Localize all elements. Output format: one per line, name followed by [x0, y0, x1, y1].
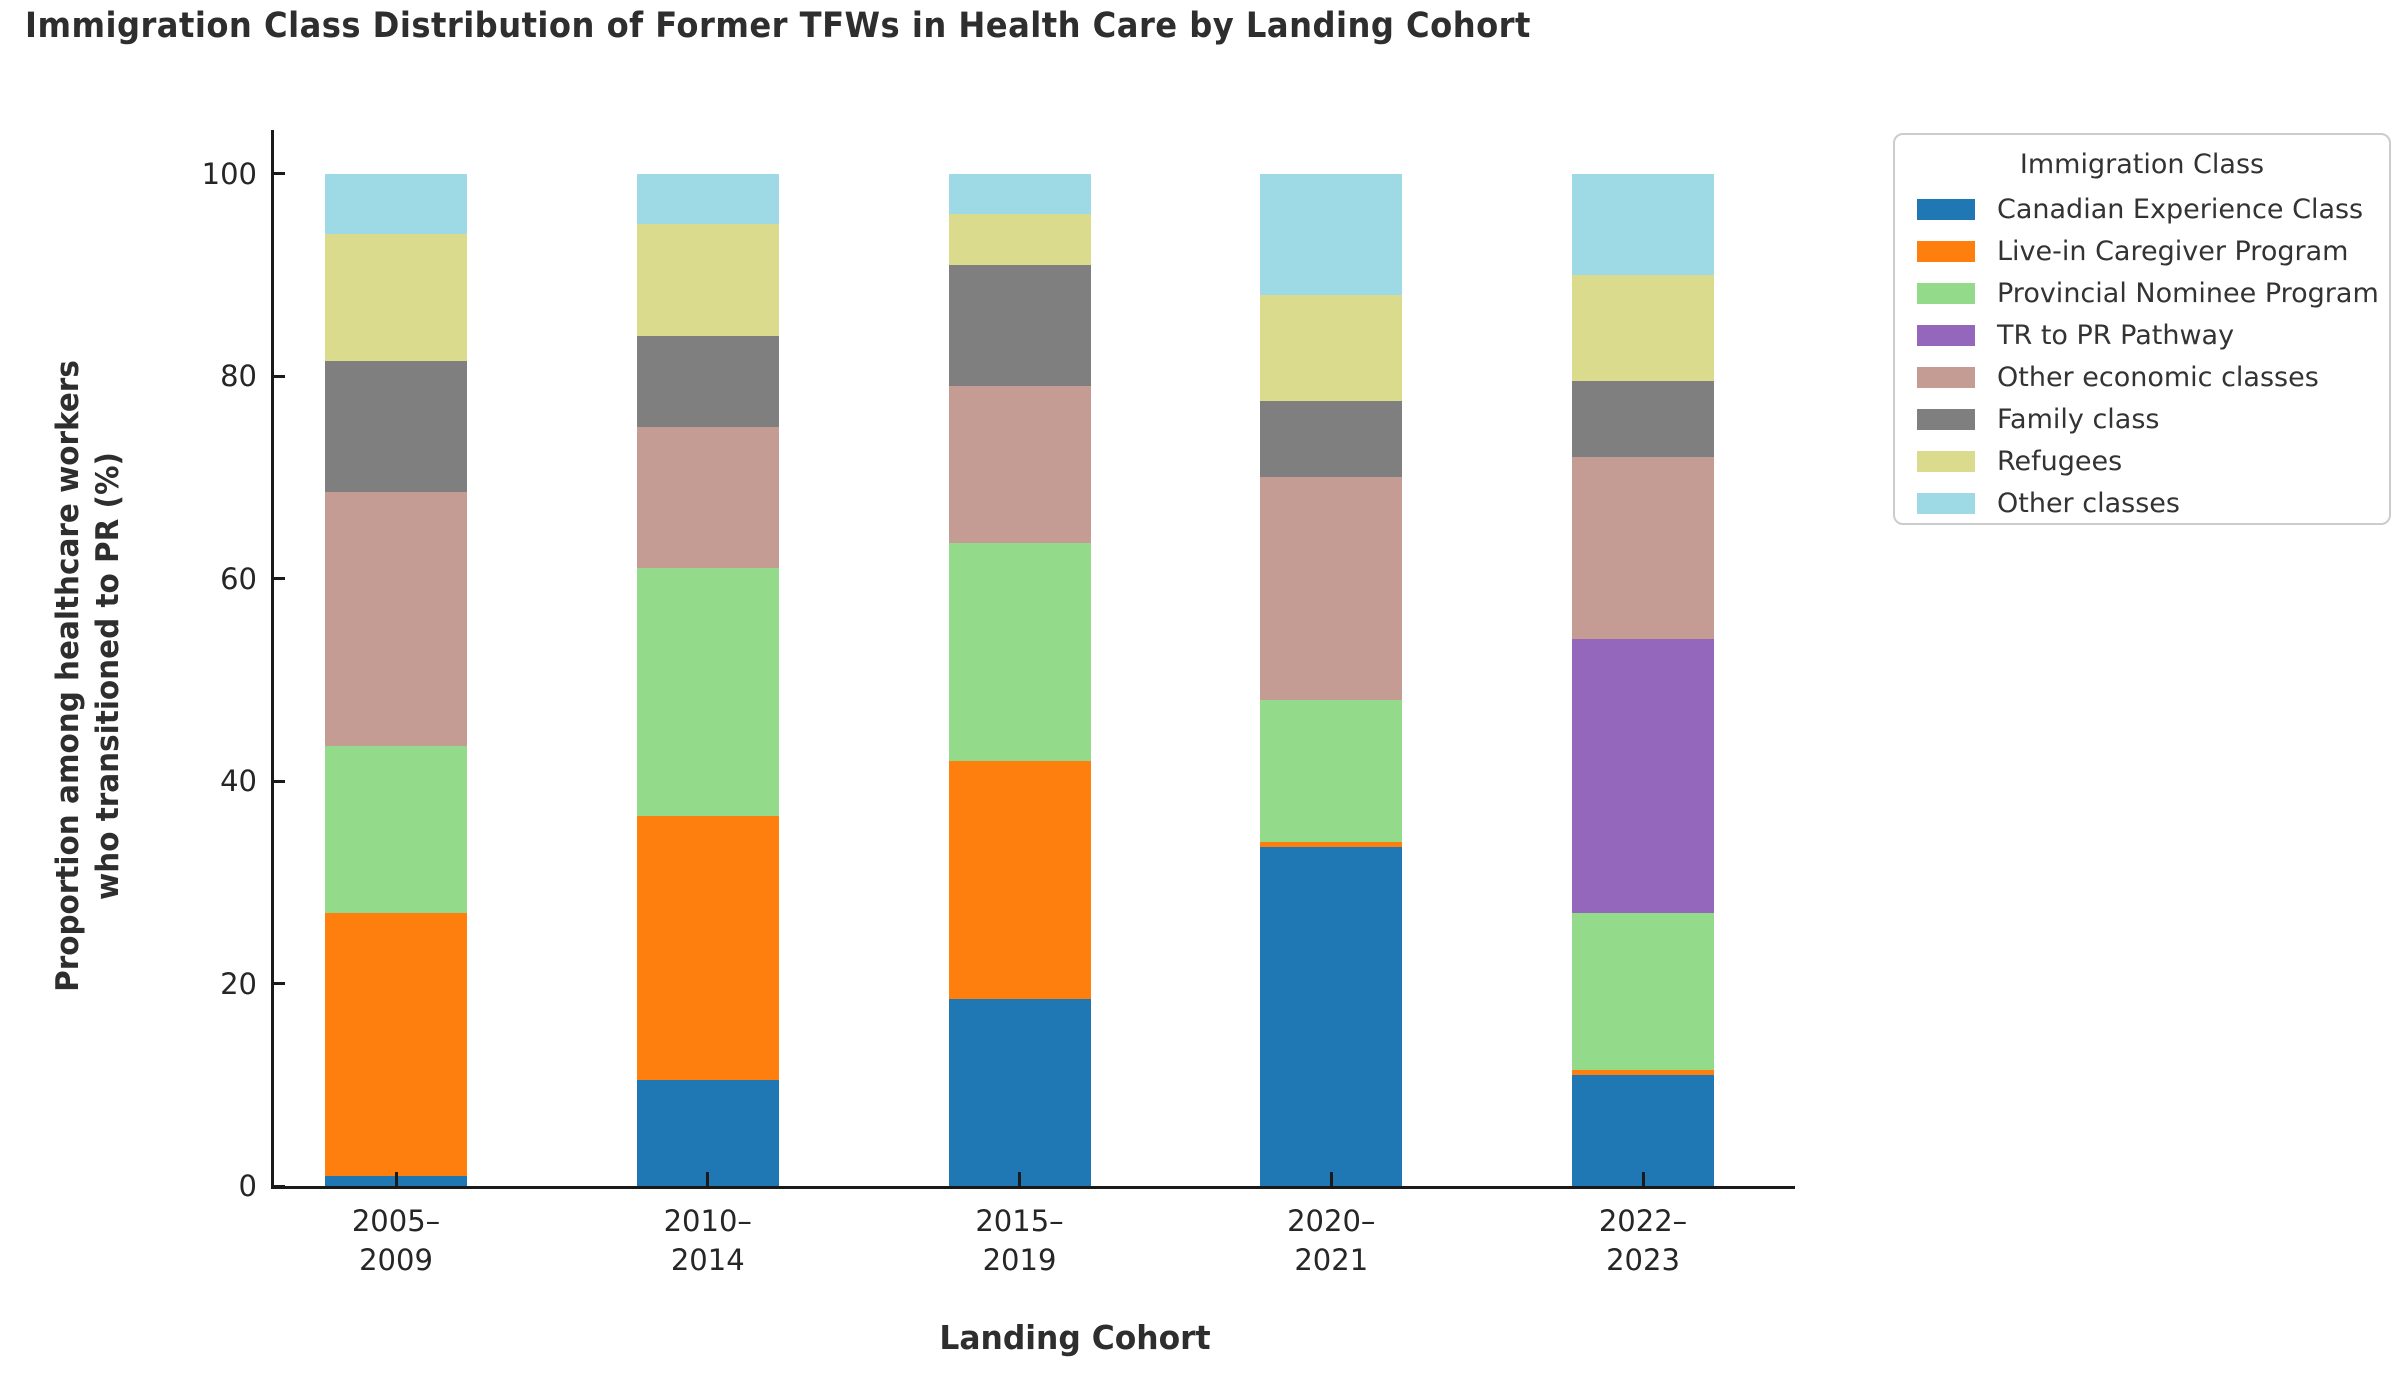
- legend-label: Refugees: [1997, 445, 2123, 477]
- y-axis-spine: [271, 130, 274, 1189]
- y-tick-label: 40: [220, 764, 257, 798]
- legend-box: Immigration Class Canadian Experience Cl…: [1893, 133, 2391, 525]
- bar-segment-canadian-experience-class: [636, 1079, 779, 1186]
- x-tick-label: 2005– 2009: [351, 1204, 441, 1277]
- legend-swatch-icon: [1917, 324, 1975, 346]
- bar-segment-canadian-experience-class: [1260, 846, 1403, 1186]
- bar-segment-refugees: [325, 234, 467, 361]
- x-tick-label: 2015– 2019: [975, 1204, 1064, 1277]
- legend-swatch-icon: [1917, 366, 1975, 388]
- legend-item: Other classes: [1895, 482, 2389, 524]
- legend-label: Live-in Caregiver Program: [1997, 235, 2349, 267]
- y-tick-label: 0: [238, 1169, 257, 1203]
- legend-label: Other classes: [1997, 487, 2180, 519]
- legend-items: Canadian Experience Class Live-in Caregiv…: [1895, 188, 2389, 524]
- legend-item: Refugees: [1895, 440, 2389, 482]
- x-tick: [394, 1172, 398, 1186]
- y-tick-label: 80: [220, 359, 257, 393]
- bar-segment-live-in-caregiver-program: [1260, 841, 1403, 847]
- chart-title: Immigration Class Distribution of Former…: [25, 6, 1531, 46]
- bar-segment-live-in-caregiver-program: [636, 816, 779, 1080]
- bar-segment-family-class: [1260, 401, 1403, 478]
- bar-segment-refugees: [1572, 274, 1714, 382]
- legend-label: Provincial Nominee Program: [1997, 277, 2379, 309]
- y-tick: [271, 982, 285, 985]
- bar-segment-family-class: [636, 335, 779, 427]
- bar-segment-refugees: [1260, 295, 1403, 402]
- legend-item: Live-in Caregiver Program: [1895, 230, 2389, 272]
- legend-label: Canadian Experience Class: [1997, 193, 2364, 225]
- bar-segment-provincial-nominee-program: [636, 568, 779, 817]
- bar-segment-other-classes: [325, 173, 467, 235]
- x-axis-spine: [271, 1186, 1795, 1189]
- bar-segment-other-economic-classes: [325, 492, 467, 746]
- bar-segment-other-classes: [1572, 173, 1714, 275]
- legend-swatch-icon: [1917, 198, 1975, 220]
- legend-swatch-icon: [1917, 408, 1975, 430]
- bar-segment-refugees: [636, 224, 779, 336]
- bar-segment-family-class: [1572, 381, 1714, 457]
- bar-segment-other-classes: [1260, 173, 1403, 295]
- y-tick-label: 20: [220, 966, 257, 1001]
- bar-segment-live-in-caregiver-program: [948, 760, 1091, 999]
- x-tick: [1641, 1172, 1645, 1186]
- bar-segment-other-classes: [948, 173, 1091, 214]
- legend-item: Family class: [1895, 398, 2389, 440]
- legend-title: Immigration Class: [2019, 149, 2265, 180]
- bar-segment-family-class: [325, 360, 467, 493]
- bar-segment-provincial-nominee-program: [1260, 700, 1403, 842]
- x-tick-label: 2010– 2014: [663, 1204, 752, 1277]
- y-axis-label: Proportion among healthcare workers who …: [48, 360, 128, 992]
- bar-segment-other-economic-classes: [1260, 477, 1403, 700]
- bar-segment-refugees: [948, 214, 1091, 265]
- legend-swatch-icon: [1917, 450, 1975, 472]
- legend-swatch-icon: [1917, 240, 1975, 262]
- legend-label: Family class: [1997, 403, 2160, 435]
- bar-segment-live-in-caregiver-program: [325, 912, 467, 1176]
- x-tick: [1018, 1172, 1021, 1186]
- bar-segment-other-classes: [636, 173, 779, 225]
- legend-swatch-icon: [1917, 492, 1975, 514]
- bar-segment-other-economic-classes: [1572, 457, 1714, 640]
- bar-segment-tr-to-pr-pathway: [1572, 639, 1714, 913]
- bar-segment-provincial-nominee-program: [325, 745, 467, 913]
- legend-item: Canadian Experience Class: [1895, 188, 2389, 230]
- bar-segment-family-class: [948, 264, 1091, 387]
- bar-segment-provincial-nominee-program: [1572, 912, 1714, 1070]
- y-tick: [271, 172, 285, 175]
- legend-item: Other economic classes: [1895, 356, 2389, 398]
- y-axis-label-line1: Proportion among healthcare workers: [50, 360, 86, 992]
- bar-segment-other-economic-classes: [948, 386, 1091, 544]
- legend-label: Other economic classes: [1997, 361, 2319, 393]
- legend-label: TR to PR Pathway: [1997, 319, 2235, 351]
- y-tick-label: 100: [201, 156, 257, 191]
- y-tick: [271, 779, 285, 783]
- bar-segment-other-economic-classes: [636, 426, 779, 569]
- y-axis-label-line2: who transitioned to PR (%): [90, 452, 126, 900]
- y-tick-label: 60: [220, 561, 257, 596]
- x-tick: [1329, 1172, 1333, 1186]
- x-axis-label: Landing Cohort: [939, 1318, 1211, 1357]
- x-tick-label: 2022– 2023: [1598, 1204, 1688, 1277]
- legend-swatch-icon: [1917, 282, 1975, 304]
- bar-segment-live-in-caregiver-program: [1572, 1069, 1714, 1075]
- bar-segment-provincial-nominee-program: [948, 543, 1091, 761]
- legend-item: TR to PR Pathway: [1895, 314, 2389, 356]
- legend-item: Provincial Nominee Program: [1895, 272, 2389, 314]
- x-tick: [706, 1172, 710, 1186]
- x-tick-label: 2020– 2021: [1287, 1204, 1376, 1277]
- bar-segment-canadian-experience-class: [948, 998, 1091, 1186]
- y-tick: [271, 577, 285, 580]
- y-tick: [271, 374, 285, 378]
- bar-segment-canadian-experience-class: [1572, 1074, 1714, 1186]
